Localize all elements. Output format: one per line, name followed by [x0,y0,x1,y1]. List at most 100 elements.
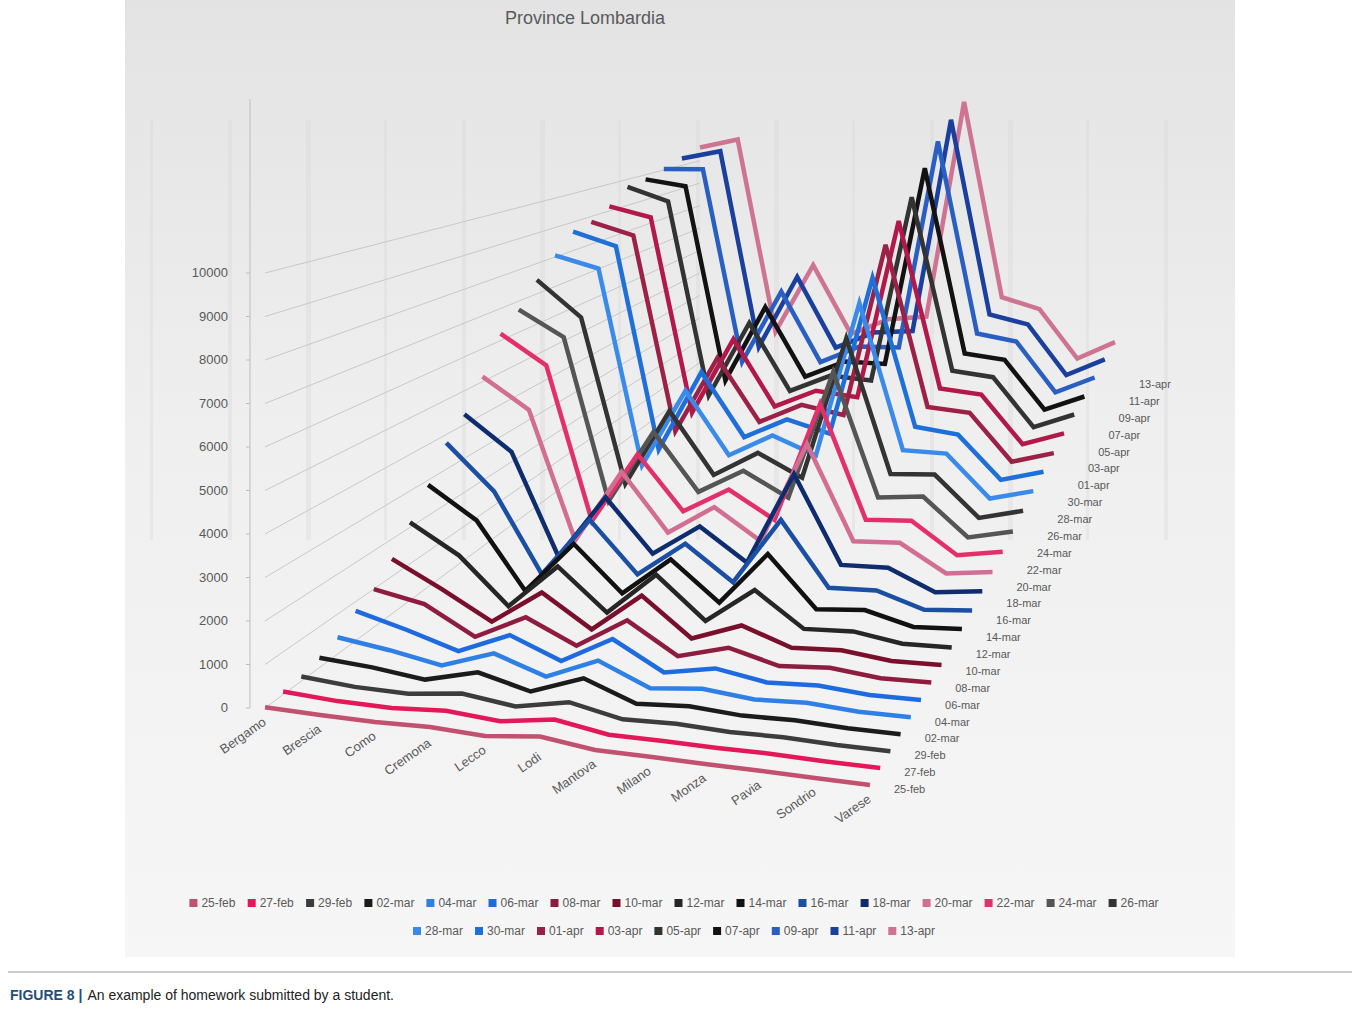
legend-item: 25-feb [189,896,235,910]
legend-swatch [426,899,434,907]
x-tick-label: Monza [668,770,709,805]
y-tick-label: 0 [221,700,228,715]
legend-swatch [189,899,197,907]
background-streak [540,120,545,540]
legend-item: 14-mar [737,896,787,910]
legend-swatch [654,927,662,935]
x-tick-label: Varese [832,791,874,826]
legend-item: 26-mar [1109,896,1159,910]
caption-rule [8,972,1352,973]
y-tick [246,403,250,404]
legend-swatch [551,899,559,907]
series-line [464,414,982,592]
y-tick-label: 1000 [199,657,228,672]
y-tick-label: 6000 [199,439,228,454]
legend-swatch [1047,899,1055,907]
legend-item: 10-mar [613,896,663,910]
legend-item: 16-mar [799,896,849,910]
background-streak [1164,120,1168,540]
caption-label: FIGURE 8 | [10,987,82,1003]
legend-swatch [985,899,993,907]
depth-tick-label: 27-feb [904,766,935,778]
legend-label: 18-mar [873,896,911,910]
legend-swatch [831,927,839,935]
legend-label: 11-apr [843,924,877,938]
legend-label: 30-mar [487,924,525,938]
legend-item: 28-mar [413,924,463,938]
depth-tick-label: 07-apr [1108,429,1140,441]
legend-label: 07-apr [725,924,760,938]
y-tick-label: 3000 [199,570,228,585]
legend-item: 13-apr [888,924,935,938]
depth-tick-label: 24-mar [1037,547,1072,559]
background-streak [228,120,232,540]
legend-label: 14-mar [749,896,787,910]
x-tick-label: Mantova [549,756,599,797]
legend-swatch [248,899,256,907]
x-tick-label: Sondrio [773,784,818,822]
background-streak [150,120,153,540]
depth-tick-label: 09-apr [1119,412,1151,424]
depth-tick-label: 22-mar [1027,564,1062,576]
series-line [700,102,1115,359]
chart-root: Province Lombardia0100020003000400050006… [0,0,1360,1033]
depth-tick-label: 29-feb [914,749,945,761]
legend-item: 18-mar [861,896,911,910]
legend-item: 12-mar [675,896,725,910]
legend-swatch [489,899,497,907]
grid-line [265,161,700,273]
background-streak [384,120,387,540]
legend-label: 09-apr [784,924,819,938]
legend-swatch [1109,899,1117,907]
y-tick [246,316,250,317]
depth-tick-label: 01-apr [1078,479,1110,491]
legend-label: 29-feb [318,896,352,910]
depth-tick-label: 18-mar [1006,597,1041,609]
grid-line [265,318,700,578]
x-tick-label: Como [342,728,379,760]
y-tick-label: 7000 [199,396,228,411]
depth-tick-label: 06-mar [945,699,980,711]
legend-swatch [596,927,604,935]
legend-swatch [923,899,931,907]
legend-item: 02-mar [364,896,414,910]
legend-item: 29-feb [306,896,352,910]
depth-tick-label: 14-mar [986,631,1021,643]
legend-item: 11-apr [831,924,877,938]
series-line [446,443,972,611]
y-tick [246,664,250,665]
legend-swatch [737,899,745,907]
legend-item: 06-mar [489,896,539,910]
y-tick [246,577,250,578]
legend-swatch [861,899,869,907]
y-tick [246,621,250,622]
x-tick-label: Lodi [515,749,544,775]
chart-title: Province Lombardia [505,8,666,28]
x-tick-label: Pavia [728,777,764,808]
depth-tick-label: 10-mar [965,665,1000,677]
legend-item: 08-mar [551,896,601,910]
depth-tick-label: 16-mar [996,614,1031,626]
series-line [374,589,932,683]
legend-item: 27-feb [248,896,294,910]
legend-label: 13-apr [900,924,935,938]
legend-label: 20-mar [935,896,973,910]
legend-item: 04-mar [426,896,476,910]
y-tick-label: 4000 [199,526,228,541]
legend-label: 02-mar [376,896,414,910]
legend-label: 01-apr [549,924,584,938]
y-tick-label: 8000 [199,352,228,367]
legend-swatch [888,927,896,935]
depth-tick-label: 13-apr [1139,378,1171,390]
legend-item: 30-mar [475,924,525,938]
x-tick-label: Lecco [452,742,489,774]
legend-swatch [772,927,780,935]
depth-tick-label: 05-apr [1098,446,1130,458]
legend-label: 25-feb [201,896,235,910]
legend-label: 04-mar [438,896,476,910]
legend-label: 28-mar [425,924,463,938]
legend-label: 16-mar [811,896,849,910]
legend-swatch [364,899,372,907]
series-line [501,334,1003,556]
panel-background [125,0,1235,957]
